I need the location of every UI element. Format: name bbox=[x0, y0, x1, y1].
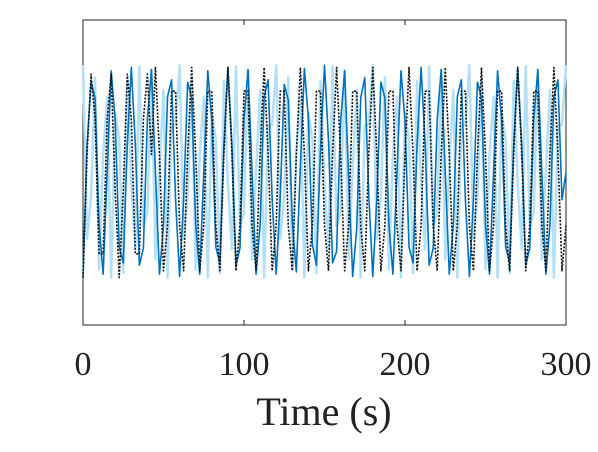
x-tick-label: 300 bbox=[541, 346, 592, 383]
lines bbox=[81, 63, 568, 279]
series-line bbox=[82, 66, 567, 279]
x-tick-label: 100 bbox=[219, 346, 270, 383]
series-line bbox=[81, 63, 568, 279]
x-tick-label: 200 bbox=[380, 346, 431, 383]
series-line bbox=[82, 64, 567, 278]
x-tick-label: 0 bbox=[75, 346, 92, 383]
x-axis-label: Time (s) bbox=[256, 389, 391, 434]
